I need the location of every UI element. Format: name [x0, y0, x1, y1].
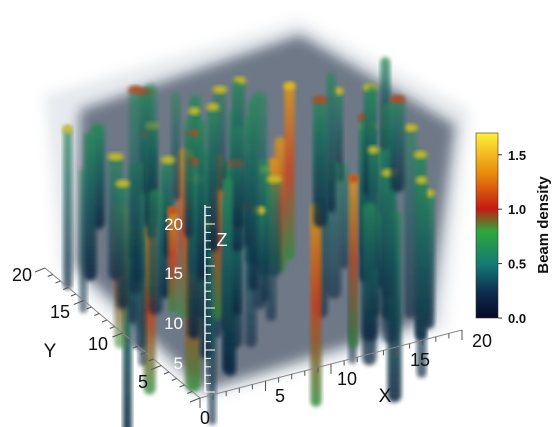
- y-axis-tick: [47, 274, 53, 277]
- filament: [362, 202, 378, 341]
- y-tick-label: 15: [50, 302, 70, 322]
- filament: [382, 168, 398, 344]
- filament: [284, 82, 295, 260]
- colorbar-ticks: 0.0 0.5 1.0 1.5: [498, 148, 526, 326]
- y-axis-tick: [125, 339, 131, 342]
- filament-tip: [161, 155, 176, 164]
- x-axis-ticks: [199, 330, 463, 408]
- filament: [63, 125, 73, 290]
- filament: [313, 95, 328, 228]
- y-axis-tick: [189, 397, 201, 403]
- x-tick-label: 20: [472, 331, 492, 351]
- y-axis-tick: [171, 378, 177, 381]
- filament: [310, 202, 322, 407]
- filament-tip: [389, 95, 406, 104]
- y-axis-tick: [63, 287, 69, 290]
- y-axis-tick: [73, 300, 84, 305]
- colorbar-tick-label: 0.0: [508, 311, 526, 326]
- y-axis-tick: [148, 358, 154, 362]
- y-axis-tick: [109, 326, 115, 329]
- filament: [84, 131, 97, 281]
- y-axis-ticks: [34, 267, 201, 403]
- y-axis-tick: [94, 313, 100, 316]
- filament-tip: [107, 152, 124, 161]
- filament: [326, 72, 336, 213]
- filament: [168, 206, 178, 313]
- filament-tip: [115, 179, 130, 188]
- filament-tip: [333, 87, 344, 96]
- colorbar-tick-label: 1.5: [508, 148, 526, 163]
- volume-render: [45, 20, 470, 427]
- y-axis-tick: [151, 365, 162, 370]
- filament: [183, 118, 194, 238]
- y-axis-tick: [163, 371, 170, 375]
- y-axis-tick: [86, 306, 92, 310]
- filament: [334, 87, 343, 182]
- filament-tip: [413, 150, 428, 159]
- y-axis-tick: [112, 332, 123, 338]
- x-tick-label: 0: [200, 408, 210, 427]
- y-axis-tick: [34, 267, 46, 273]
- axes-3d: 0 5 10 15 20 X 5 10 15 20 Y 5 10 15 20 Z: [12, 205, 492, 427]
- z-axis-ticks: [205, 206, 215, 393]
- z-tick-label: 20: [164, 215, 183, 234]
- y-axis-tick: [179, 384, 185, 388]
- filament-tip: [347, 174, 360, 183]
- filament: [416, 176, 427, 378]
- y-axis-tick: [187, 391, 193, 394]
- colorbar: 0.0 0.5 1.0 1.5 Beam density: [475, 132, 552, 326]
- filament-tip: [62, 125, 74, 134]
- x-axis-label: X: [379, 386, 392, 407]
- y-axis-tick: [132, 345, 139, 349]
- filament: [265, 188, 277, 322]
- filament: [128, 86, 142, 294]
- x-tick-label: 15: [410, 350, 430, 370]
- colorbar-gradient: [475, 132, 499, 319]
- filament-tip: [403, 123, 418, 132]
- y-tick-label: 10: [88, 334, 108, 354]
- x-tick-label: 5: [275, 386, 285, 406]
- filament: [339, 162, 350, 269]
- y-tick-label: 20: [12, 265, 32, 285]
- z-tick-label: 5: [174, 354, 183, 373]
- y-axis-tick: [101, 319, 108, 323]
- colorbar-tick-label: 0.5: [508, 257, 526, 272]
- filament-tip: [212, 85, 228, 94]
- x-tick-label: 10: [337, 369, 357, 389]
- filament: [207, 103, 219, 252]
- filament: [116, 179, 129, 309]
- filament: [222, 177, 233, 373]
- filament: [231, 126, 246, 230]
- filament-tip: [266, 175, 283, 184]
- z-axis-label: Z: [217, 230, 228, 250]
- colorbar-tick-label: 1.0: [508, 202, 526, 217]
- colorbar-label: Beam density: [535, 176, 552, 274]
- filament-tip: [312, 95, 329, 104]
- filament-tip: [206, 103, 220, 112]
- y-axis-tick: [70, 293, 77, 297]
- y-axis-label: Y: [44, 341, 57, 362]
- z-tick-label: 10: [164, 314, 183, 333]
- filament: [148, 189, 163, 315]
- filament-tip: [167, 206, 179, 215]
- y-tick-label: 5: [138, 372, 148, 392]
- filament-tip: [283, 82, 296, 91]
- filament-tip: [367, 145, 379, 154]
- filament: [404, 123, 417, 319]
- y-axis-tick: [55, 280, 61, 284]
- filament-tip: [415, 176, 428, 185]
- filament-group: [62, 57, 436, 427]
- filament: [247, 99, 259, 291]
- y-axis-tick: [140, 352, 146, 355]
- z-tick-label: 15: [164, 264, 183, 283]
- filament: [197, 119, 206, 281]
- filament-tip: [188, 107, 201, 116]
- filament: [348, 174, 359, 348]
- filament: [390, 95, 405, 193]
- filament-tip: [127, 86, 143, 95]
